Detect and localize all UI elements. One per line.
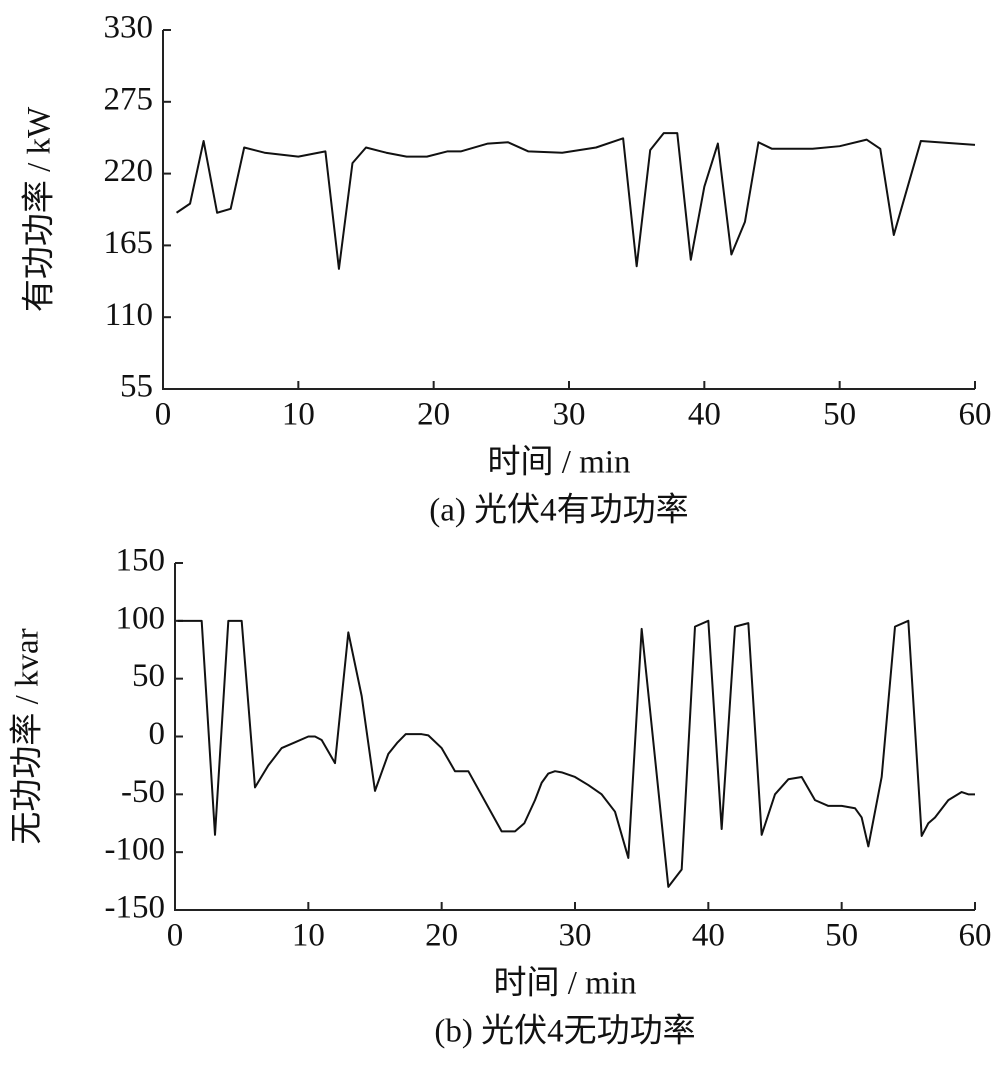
y-tick-label: 0 (149, 716, 166, 752)
y-tick-label: -100 (105, 832, 166, 868)
axes (162, 30, 975, 390)
y-tick-label: 100 (116, 600, 166, 636)
x-axis-label: 时间 / min (493, 966, 636, 1002)
x-tick-label: 0 (155, 397, 172, 433)
x-tick-label: 50 (823, 397, 856, 433)
x-tick-label: 40 (688, 397, 721, 433)
x-tick-label: 40 (692, 918, 725, 954)
y-tick-label: 110 (105, 297, 153, 333)
y-tick-label: -50 (121, 774, 165, 810)
x-tick-label: 20 (417, 397, 450, 433)
data-line (177, 619, 975, 888)
x-tick-label: 60 (959, 397, 992, 433)
y-tick-label: -150 (105, 890, 166, 926)
y-tick-label: 55 (120, 369, 153, 405)
y-tick-label: 275 (104, 81, 154, 117)
y-tick-label: 150 (116, 543, 166, 579)
caption: (a) 光伏4有功功率 (429, 492, 688, 529)
x-tick-label: 20 (425, 918, 458, 954)
x-tick-label: 0 (167, 918, 184, 954)
caption: (b) 光伏4无功功率 (434, 1013, 695, 1050)
y-tick-label: 165 (104, 225, 154, 261)
axes (174, 563, 975, 911)
y-axis-label: 有功功率 / kW (21, 106, 58, 312)
x-tick-label: 60 (959, 918, 992, 954)
x-tick-label: 10 (292, 918, 325, 954)
y-axis-label: 无功功率 / kvar (9, 628, 46, 844)
x-tick-label: 30 (553, 397, 586, 433)
y-tick-label: 50 (132, 658, 165, 694)
y-tick-label: 330 (104, 10, 154, 46)
x-tick-label: 10 (282, 397, 315, 433)
y-tick-label: 220 (104, 153, 154, 189)
x-axis-label: 时间 / min (487, 445, 630, 481)
data-line (175, 132, 976, 270)
x-tick-label: 50 (825, 918, 858, 954)
x-tick-label: 30 (559, 918, 592, 954)
